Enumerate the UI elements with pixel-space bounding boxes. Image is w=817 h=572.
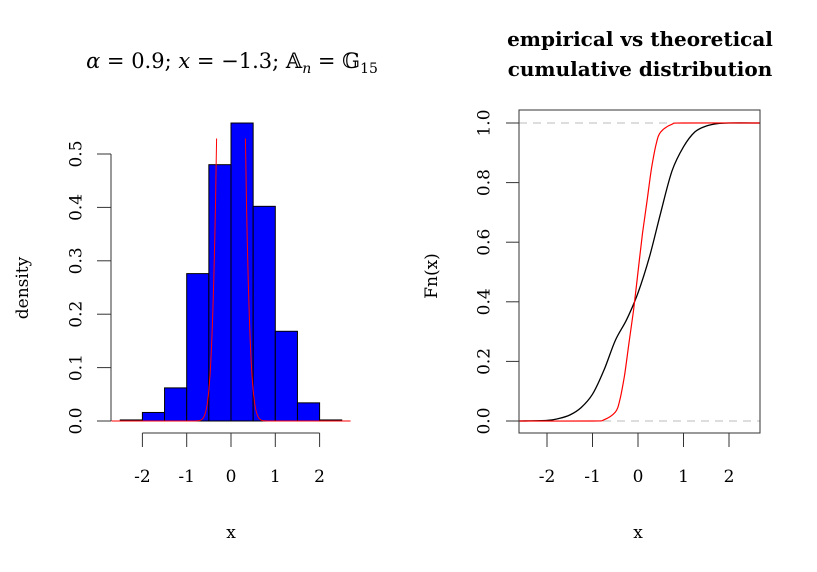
ecdf-title-line-2: cumulative distribution <box>508 57 773 81</box>
x-tick-label: 2 <box>724 467 735 487</box>
y-tick-label: 0.4 <box>67 194 87 221</box>
histogram-bar <box>296 402 321 422</box>
ecdf-title-line-1: empirical vs theoretical <box>507 27 773 51</box>
x-tick-label: -2 <box>134 467 151 487</box>
x-tick-label: 1 <box>270 467 281 487</box>
x-tick-label: 0 <box>633 467 644 487</box>
y-tick-label: 0.3 <box>67 247 87 274</box>
histogram-bar <box>164 387 188 422</box>
reference-lines <box>519 122 760 422</box>
histogram-bar <box>252 205 276 422</box>
histogram-bar <box>230 122 254 422</box>
histogram-title: α = 0.9; x = −1.3; 𝔸n = 𝔾15 <box>86 49 378 77</box>
x-tick-label: 2 <box>314 467 325 487</box>
y-tick-label: 1.0 <box>475 109 495 136</box>
y-tick-label: 0.1 <box>67 354 87 381</box>
theoretical-cdf-curve <box>519 122 761 422</box>
x-axis-label: x <box>633 523 643 543</box>
y-axis-label: Fn(x) <box>422 253 442 299</box>
histogram-panel: α = 0.9; x = −1.3; 𝔸n = 𝔾15 0.0 0.1 0.2 0.3… <box>13 49 378 543</box>
x-axis: -2 -1 0 1 2 <box>539 433 735 487</box>
x-axis-label: x <box>226 523 236 543</box>
y-tick-label: 0.2 <box>67 301 87 328</box>
histogram-bars <box>119 122 343 422</box>
plot-frame <box>518 109 761 434</box>
y-tick-label: 0.2 <box>475 348 495 375</box>
histogram-bar <box>186 273 210 422</box>
y-axis: 0.0 0.1 0.2 0.3 0.4 0.5 <box>67 140 112 435</box>
theoretical-density-curve <box>111 138 351 422</box>
x-tick-label: -2 <box>539 467 556 487</box>
histogram-bar <box>141 411 166 422</box>
y-tick-label: 0.4 <box>475 288 495 315</box>
x-tick-label: -1 <box>584 467 601 487</box>
empirical-cdf-curve <box>519 122 761 422</box>
y-tick-label: 0.0 <box>67 407 87 434</box>
y-tick-label: 0.6 <box>475 229 495 256</box>
x-tick-label: 0 <box>226 467 237 487</box>
histogram-bar <box>274 330 298 422</box>
x-tick-label: -1 <box>178 467 195 487</box>
ecdf-panel: empirical vs theoretical cumulative dist… <box>422 27 773 543</box>
y-tick-label: 0.5 <box>67 140 87 167</box>
x-tick-label: 1 <box>678 467 689 487</box>
y-tick-label: 0.8 <box>475 169 495 196</box>
histogram-bar <box>208 164 232 422</box>
y-axis-label: density <box>13 256 33 319</box>
y-tick-label: 0.0 <box>475 407 495 434</box>
x-axis: -2 -1 0 1 2 <box>134 432 325 487</box>
y-axis: 0.0 0.2 0.4 0.6 0.8 1.0 <box>475 109 519 435</box>
